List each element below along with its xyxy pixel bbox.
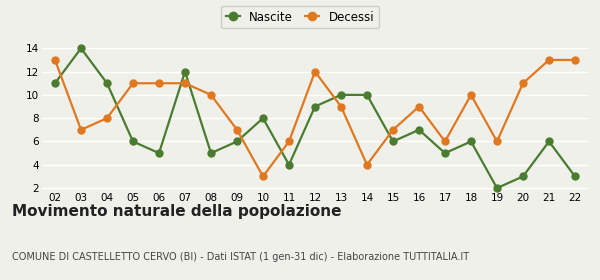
Decessi [77,128,85,132]
Text: COMUNE DI CASTELLETTO CERVO (BI) - Dati ISTAT (1 gen-31 dic) - Elaborazione TUTT: COMUNE DI CASTELLETTO CERVO (BI) - Dati … [12,252,469,262]
Nascite [311,105,319,108]
Nascite [545,140,553,143]
Decessi [181,81,188,85]
Nascite [77,46,85,50]
Line: Nascite: Nascite [52,45,578,192]
Nascite [181,70,188,73]
Nascite [520,175,527,178]
Nascite [286,163,293,166]
Decessi [389,128,397,132]
Line: Decessi: Decessi [52,57,578,180]
Nascite [442,151,449,155]
Decessi [233,128,241,132]
Decessi [259,175,266,178]
Nascite [52,81,59,85]
Nascite [415,128,422,132]
Nascite [155,151,163,155]
Decessi [415,105,422,108]
Decessi [493,140,500,143]
Nascite [208,151,215,155]
Text: Movimento naturale della popolazione: Movimento naturale della popolazione [12,204,341,220]
Nascite [571,175,578,178]
Decessi [442,140,449,143]
Decessi [103,116,110,120]
Decessi [208,93,215,97]
Nascite [364,93,371,97]
Nascite [467,140,475,143]
Nascite [493,186,500,190]
Decessi [571,58,578,62]
Nascite [130,140,137,143]
Decessi [155,81,163,85]
Nascite [233,140,241,143]
Decessi [52,58,59,62]
Decessi [364,163,371,166]
Legend: Nascite, Decessi: Nascite, Decessi [221,6,379,28]
Nascite [337,93,344,97]
Decessi [337,105,344,108]
Nascite [103,81,110,85]
Nascite [259,116,266,120]
Decessi [467,93,475,97]
Decessi [545,58,553,62]
Decessi [311,70,319,73]
Nascite [389,140,397,143]
Decessi [286,140,293,143]
Decessi [520,81,527,85]
Decessi [130,81,137,85]
